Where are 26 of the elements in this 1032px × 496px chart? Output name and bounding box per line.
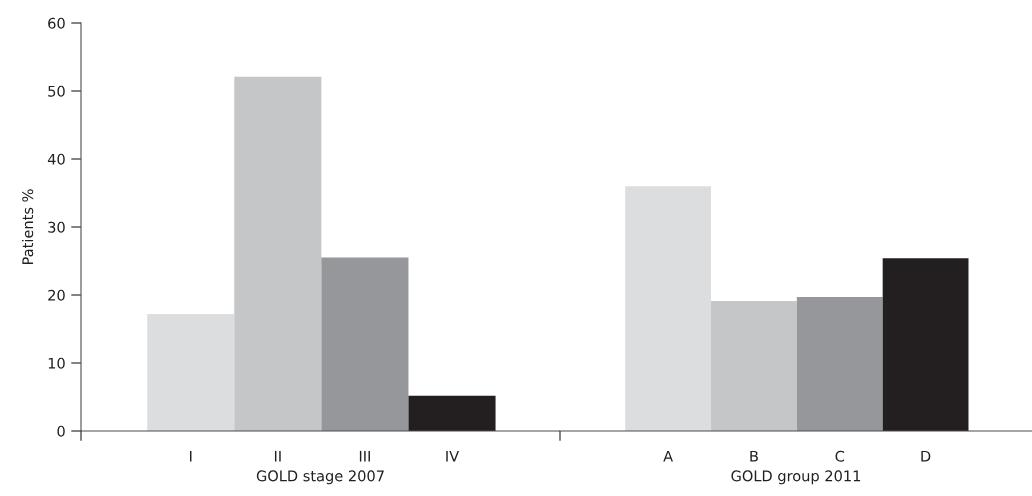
- x-tick-label: A: [663, 450, 673, 462]
- x-tick-label: IV: [446, 450, 460, 462]
- x-tick-label: D: [921, 450, 931, 462]
- x-tick-label: I: [190, 450, 192, 462]
- bar: [408, 395, 496, 431]
- x-tick-label: II: [274, 450, 281, 462]
- y-tick-label: 20: [48, 289, 65, 301]
- y-tick-label: 60: [48, 17, 65, 29]
- y-tick-label: 30: [48, 221, 65, 233]
- x-axis-title: GOLD group 2011: [731, 470, 861, 485]
- bar: [882, 258, 969, 431]
- bar: [147, 314, 235, 431]
- x-tick-label: B: [750, 450, 758, 462]
- bar: [711, 301, 797, 431]
- y-tick-label: 40: [47, 153, 65, 165]
- y-axis-title: Patients %: [21, 189, 34, 264]
- bar: [796, 297, 883, 431]
- bar: [234, 76, 322, 431]
- bar: [625, 186, 712, 431]
- y-tick-label: 50: [48, 85, 65, 97]
- x-tick-label: III: [359, 450, 370, 462]
- x-tick-label: C: [835, 450, 845, 462]
- bar: [321, 257, 409, 431]
- y-tick-label: 10: [48, 357, 65, 369]
- y-tick-label: 0: [57, 425, 65, 437]
- x-axis-title: GOLD stage 2007: [256, 470, 384, 485]
